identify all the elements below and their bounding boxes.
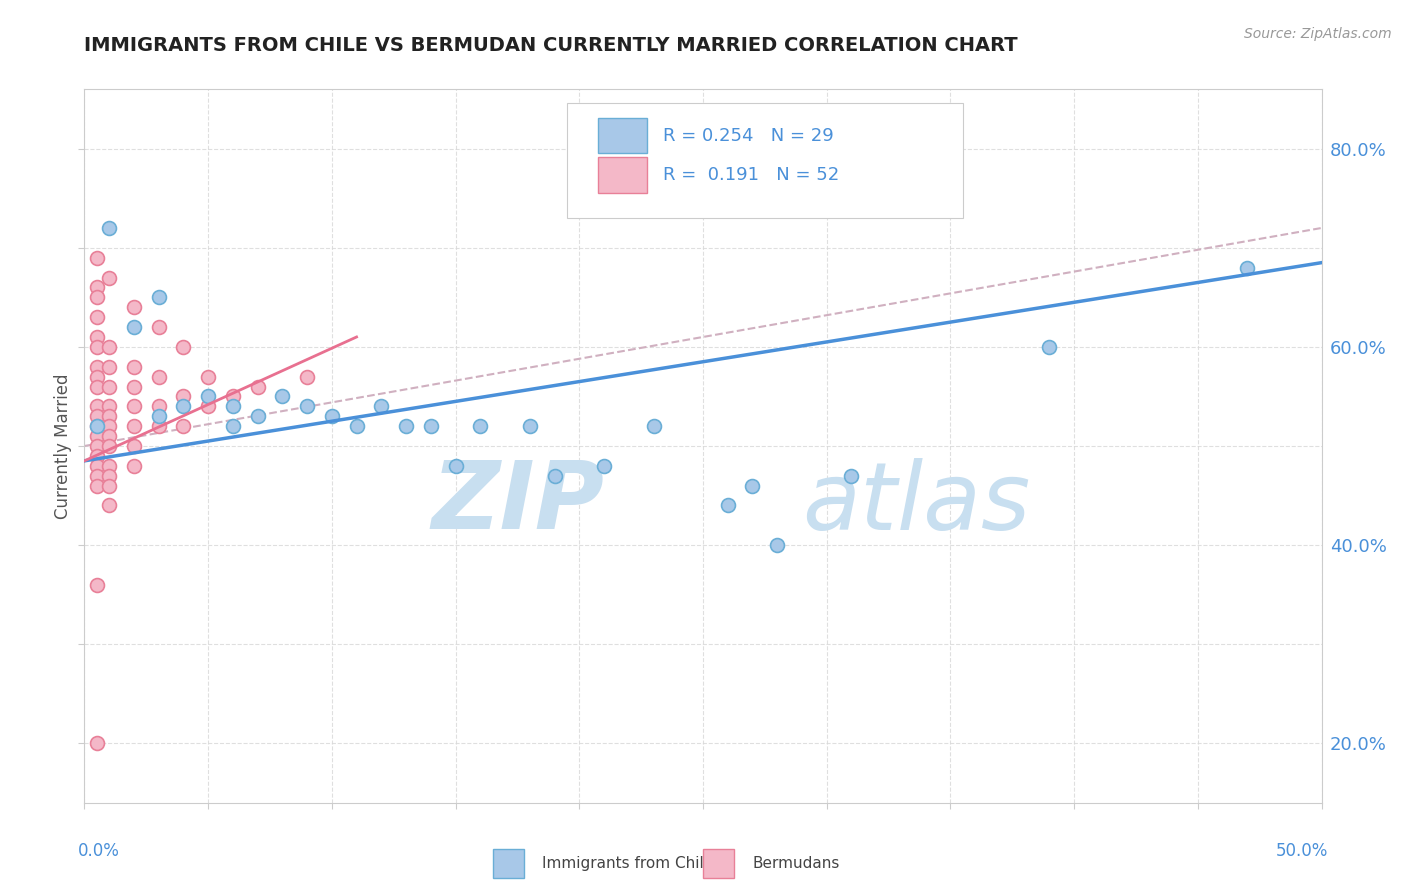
Point bbox=[86, 310, 108, 325]
Text: 0.0%: 0.0% bbox=[79, 842, 120, 860]
Point bbox=[86, 251, 108, 265]
Point bbox=[172, 400, 194, 414]
Point bbox=[86, 330, 108, 344]
Point bbox=[543, 468, 565, 483]
Point bbox=[86, 379, 108, 393]
Point bbox=[593, 458, 616, 473]
Point bbox=[222, 400, 245, 414]
Point bbox=[86, 369, 108, 384]
Point bbox=[98, 221, 121, 235]
Point bbox=[766, 538, 789, 552]
Point bbox=[717, 499, 740, 513]
FancyBboxPatch shape bbox=[598, 118, 647, 153]
Text: atlas: atlas bbox=[801, 458, 1031, 549]
Point bbox=[86, 458, 108, 473]
Point bbox=[197, 389, 219, 403]
Point bbox=[346, 419, 368, 434]
Point bbox=[295, 369, 318, 384]
Text: Source: ZipAtlas.com: Source: ZipAtlas.com bbox=[1244, 27, 1392, 41]
Point bbox=[295, 400, 318, 414]
Point bbox=[148, 369, 170, 384]
Point bbox=[643, 419, 665, 434]
Point bbox=[222, 389, 245, 403]
FancyBboxPatch shape bbox=[567, 103, 963, 218]
Point bbox=[197, 369, 219, 384]
Point bbox=[98, 340, 121, 354]
Point bbox=[122, 400, 145, 414]
Point bbox=[519, 419, 541, 434]
Point bbox=[86, 280, 108, 294]
Point bbox=[222, 419, 245, 434]
Point bbox=[470, 419, 492, 434]
Text: 50.0%: 50.0% bbox=[1275, 842, 1327, 860]
Point bbox=[122, 300, 145, 314]
Point bbox=[86, 409, 108, 424]
Point bbox=[86, 419, 108, 434]
Point bbox=[370, 400, 392, 414]
Point bbox=[122, 359, 145, 374]
Point bbox=[271, 389, 294, 403]
Point bbox=[86, 468, 108, 483]
Point bbox=[197, 400, 219, 414]
Point bbox=[841, 468, 863, 483]
Text: R =  0.191   N = 52: R = 0.191 N = 52 bbox=[664, 166, 839, 184]
Point bbox=[98, 419, 121, 434]
Text: R = 0.254   N = 29: R = 0.254 N = 29 bbox=[664, 127, 834, 145]
FancyBboxPatch shape bbox=[492, 849, 523, 878]
Point bbox=[148, 400, 170, 414]
Point bbox=[98, 359, 121, 374]
Point bbox=[86, 419, 108, 434]
Point bbox=[172, 340, 194, 354]
Y-axis label: Currently Married: Currently Married bbox=[53, 373, 72, 519]
Point bbox=[148, 320, 170, 334]
Point bbox=[86, 400, 108, 414]
Point bbox=[98, 468, 121, 483]
Point bbox=[86, 578, 108, 592]
Point bbox=[419, 419, 441, 434]
Point bbox=[86, 290, 108, 304]
Point bbox=[86, 340, 108, 354]
Point bbox=[98, 409, 121, 424]
Point bbox=[86, 736, 108, 750]
Point bbox=[148, 290, 170, 304]
Point bbox=[122, 320, 145, 334]
Point bbox=[86, 359, 108, 374]
Point bbox=[98, 439, 121, 453]
Point bbox=[122, 379, 145, 393]
Text: ZIP: ZIP bbox=[432, 457, 605, 549]
FancyBboxPatch shape bbox=[703, 849, 734, 878]
Point bbox=[86, 429, 108, 443]
Point bbox=[172, 389, 194, 403]
Point bbox=[86, 439, 108, 453]
Point bbox=[1236, 260, 1258, 275]
Point bbox=[148, 419, 170, 434]
Point bbox=[98, 499, 121, 513]
Point bbox=[246, 379, 269, 393]
Text: Bermudans: Bermudans bbox=[752, 856, 839, 871]
Point bbox=[246, 409, 269, 424]
Point bbox=[444, 458, 467, 473]
Point bbox=[122, 458, 145, 473]
Point bbox=[98, 379, 121, 393]
Point bbox=[122, 439, 145, 453]
Point bbox=[86, 449, 108, 463]
Point bbox=[86, 478, 108, 492]
Point bbox=[395, 419, 418, 434]
Point bbox=[98, 478, 121, 492]
Point bbox=[1038, 340, 1060, 354]
Point bbox=[98, 429, 121, 443]
Point bbox=[98, 458, 121, 473]
Point bbox=[741, 478, 763, 492]
FancyBboxPatch shape bbox=[598, 157, 647, 193]
Text: IMMIGRANTS FROM CHILE VS BERMUDAN CURRENTLY MARRIED CORRELATION CHART: IMMIGRANTS FROM CHILE VS BERMUDAN CURREN… bbox=[84, 36, 1018, 54]
Point bbox=[172, 419, 194, 434]
Point bbox=[98, 400, 121, 414]
Text: Immigrants from Chile: Immigrants from Chile bbox=[543, 856, 713, 871]
Point bbox=[321, 409, 343, 424]
Point bbox=[122, 419, 145, 434]
Point bbox=[148, 409, 170, 424]
Point bbox=[98, 270, 121, 285]
